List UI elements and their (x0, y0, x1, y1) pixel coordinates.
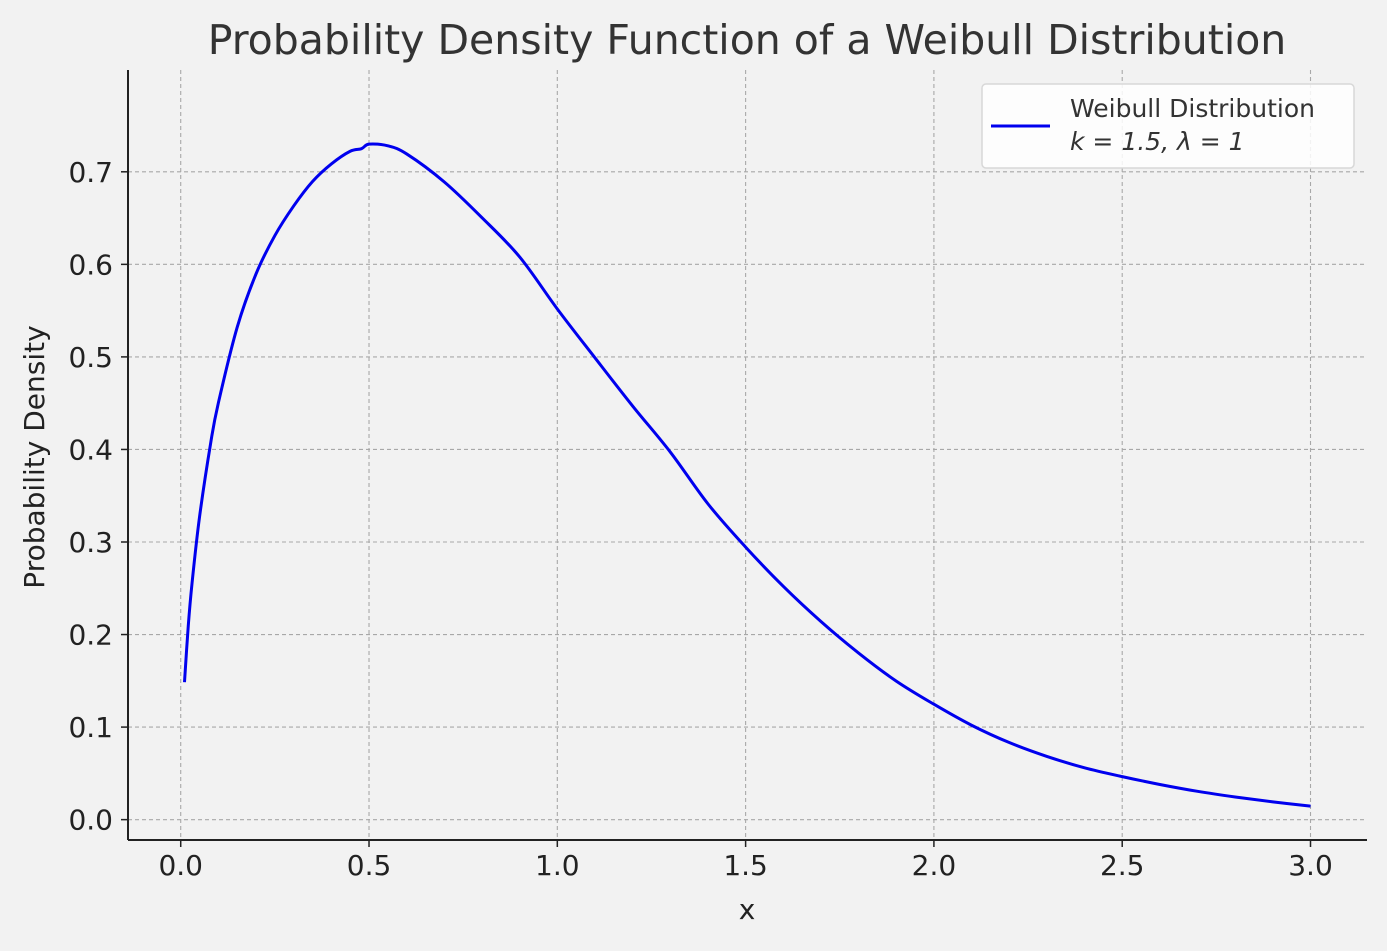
series-layer (182, 142, 1311, 808)
x-tick-label: 2.0 (912, 849, 957, 882)
grid (128, 70, 1367, 840)
legend-box (981, 83, 1355, 169)
x-tick-label: 1.0 (535, 849, 580, 882)
chart-title: Probability Density Function of a Weibul… (208, 16, 1287, 64)
legend-series-name: Weibull Distribution (1070, 94, 1315, 123)
x-tick-label: 3.0 (1288, 849, 1333, 882)
axes (127, 70, 1367, 841)
ticks: 0.0 0.5 1.0 1.5 2.0 2.5 3.0 0.0 0.1 0.2 0.3 0.4 0.5 0… (68, 156, 1332, 882)
y-tick-label: 0.2 (68, 619, 113, 652)
y-tick-label: 0.7 (68, 156, 113, 189)
y-tick-label: 0.1 (68, 711, 113, 744)
y-tick-label: 0.0 (68, 804, 113, 837)
legend: Weibull Distribution k = 1.5, λ = 1 (981, 83, 1355, 169)
y-tick-label: 0.3 (68, 526, 113, 559)
y-axis-label: Probability Density (18, 325, 51, 588)
x-axis-label: x (739, 893, 756, 926)
y-tick-label: 0.6 (68, 248, 113, 281)
x-tick-label: 0.5 (347, 849, 392, 882)
legend-series-params: k = 1.5, λ = 1 (1070, 127, 1245, 156)
x-tick-label: 2.5 (1100, 849, 1145, 882)
x-tick-label: 1.5 (723, 849, 768, 882)
y-tick-label: 0.4 (68, 433, 113, 466)
y-tick-label: 0.5 (68, 341, 113, 374)
x-tick-label: 0.0 (158, 849, 203, 882)
weibull-pdf-line (182, 142, 1311, 808)
